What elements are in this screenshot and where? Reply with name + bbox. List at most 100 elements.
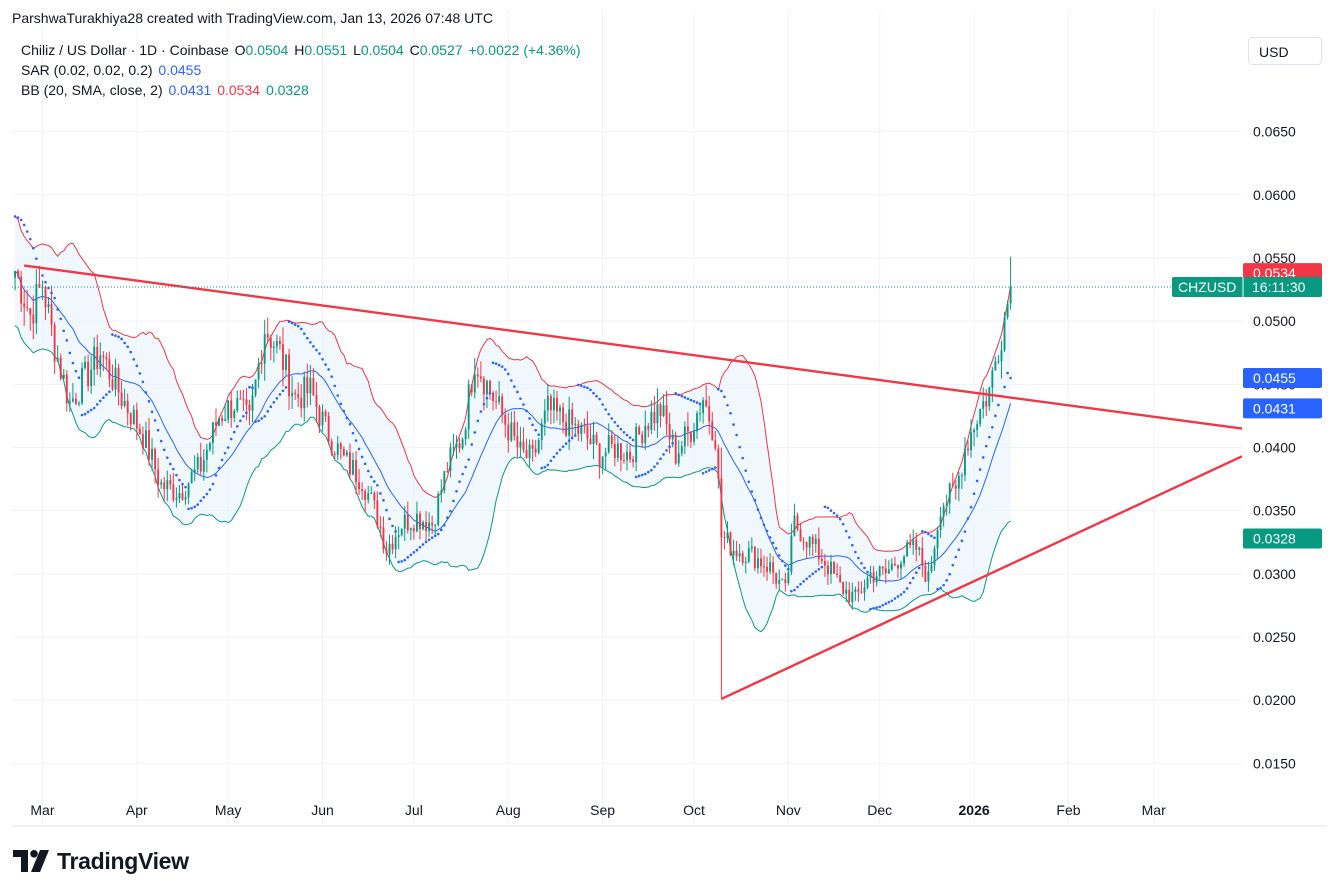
candle-body: [300, 397, 303, 409]
candle-body: [132, 409, 135, 425]
sar-dot: [619, 427, 623, 431]
sar-dot: [647, 470, 650, 474]
sar-dot: [513, 385, 516, 388]
candle-body: [945, 503, 948, 506]
candle-body: [686, 426, 689, 432]
sar-dot: [452, 499, 455, 503]
time-axis[interactable]: Mar Apr May Jun Jul Aug Sep Oct Nov Dec 2026 Feb Mar: [30, 802, 1166, 818]
sar-dot: [47, 286, 50, 290]
sar-dot: [59, 317, 63, 321]
sar-dot: [190, 506, 193, 510]
candle-body: [467, 384, 470, 430]
sar-dot: [805, 577, 808, 581]
sar-dot: [102, 396, 105, 399]
sar-dot: [458, 480, 461, 483]
sar-dot: [363, 462, 367, 466]
candle-body: [644, 425, 647, 444]
sar-dot: [869, 607, 872, 611]
candle-body: [507, 424, 510, 441]
sar-dot: [16, 216, 20, 219]
sar-dot: [181, 482, 184, 486]
candle-body: [202, 459, 205, 472]
candle-body: [854, 589, 857, 593]
candle-body: [918, 547, 921, 550]
sar-dot: [28, 237, 32, 241]
price-axis[interactable]: 0.0150 0.0200 0.0250 0.0300 0.0350 0.0400 0.04…: [1253, 124, 1296, 772]
candle-body: [671, 434, 674, 440]
sar-dot: [583, 385, 586, 389]
candle-body: [577, 423, 580, 435]
candle-body: [708, 406, 711, 422]
candle-body: [166, 480, 169, 490]
sar-dot: [741, 456, 744, 460]
sar-dot: [780, 559, 784, 563]
sar-dot: [777, 554, 781, 557]
sar-dot: [388, 517, 391, 521]
candle-body: [705, 400, 708, 407]
candle-body: [233, 410, 236, 418]
candle-body: [327, 416, 330, 442]
sar-dot: [397, 560, 400, 564]
sar-dot: [138, 372, 142, 375]
sar-dot: [25, 230, 29, 233]
candle-body: [635, 427, 638, 463]
candle-body: [306, 376, 309, 394]
candle-body: [976, 424, 979, 430]
sar-dot: [589, 388, 592, 392]
candle-body: [860, 591, 863, 593]
sar-dot: [866, 570, 869, 574]
candle-body: [650, 412, 653, 430]
candle-body: [312, 378, 315, 396]
candle-body: [294, 392, 297, 395]
sar-dot: [561, 445, 565, 448]
sar-dot: [939, 586, 942, 590]
candle-body: [163, 482, 166, 490]
candle-body: [415, 513, 418, 532]
sar-dot: [147, 400, 151, 403]
currency-selector[interactable]: USD: [1248, 37, 1322, 65]
sar-dot: [875, 606, 878, 609]
candle-body: [224, 419, 227, 422]
chart-caption: ParshwaTurakhiya28 created with TradingV…: [12, 10, 493, 26]
sar-dot: [494, 362, 498, 365]
candle-body: [336, 443, 339, 455]
sar-dot: [406, 556, 410, 559]
bb-label[interactable]: BB (20, SMA, close, 2): [21, 82, 163, 98]
candle-body: [68, 401, 71, 404]
candle-body: [534, 448, 537, 453]
candle-body: [619, 443, 622, 461]
candle-body: [562, 407, 565, 423]
candle-body: [546, 396, 549, 411]
sar-dot: [942, 583, 945, 587]
candle-body: [851, 592, 854, 603]
sar-dot: [707, 469, 711, 472]
sar-dot: [674, 392, 678, 395]
candle-body: [382, 527, 385, 550]
sar-dot: [412, 551, 416, 554]
sar-dot: [945, 579, 948, 582]
sar-dot: [263, 414, 266, 418]
sar-dot: [169, 462, 172, 466]
sar-label[interactable]: SAR (0.02, 0.02, 0.2): [21, 62, 153, 78]
candle-body: [613, 443, 616, 458]
candle-body: [455, 443, 458, 448]
tradingview-logo[interactable]: TradingView: [13, 846, 189, 876]
sar-dot: [394, 530, 397, 533]
sar-dot: [637, 474, 641, 478]
sar-dot: [543, 465, 547, 469]
sar-dot: [1009, 376, 1012, 380]
sar-dot: [65, 339, 69, 342]
sar-dot: [598, 397, 601, 401]
candle-body: [181, 493, 184, 500]
candle-body: [285, 354, 287, 370]
candle-body: [875, 576, 878, 583]
candle-body: [638, 427, 641, 435]
candle-body: [403, 514, 406, 529]
candle-body: [218, 417, 220, 426]
candle-body: [178, 493, 181, 499]
candle-body: [275, 340, 278, 347]
symbol-name[interactable]: Chiliz / US Dollar · 1D · Coinbase: [21, 42, 229, 58]
sar-dot: [330, 375, 333, 378]
sar-dot: [464, 465, 467, 469]
